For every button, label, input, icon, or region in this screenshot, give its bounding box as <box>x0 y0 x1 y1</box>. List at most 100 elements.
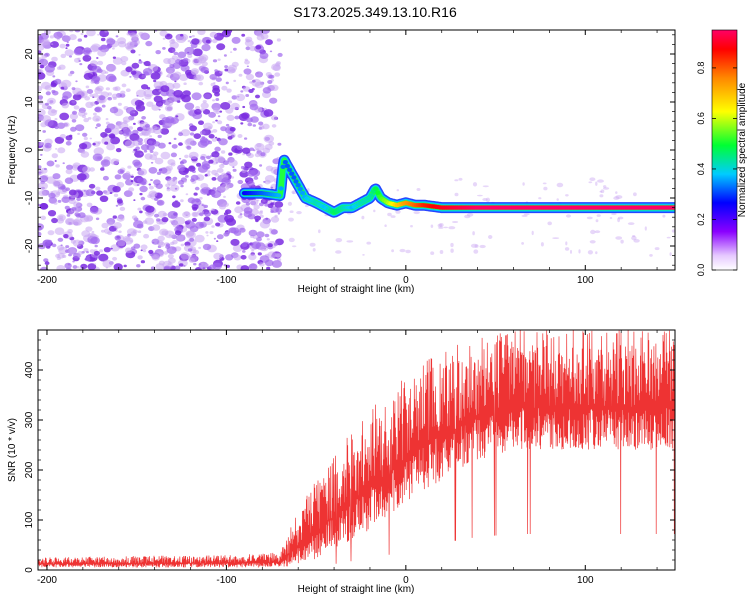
noise-speckle <box>65 168 73 175</box>
ridge-point <box>287 167 293 172</box>
faint-speckle <box>387 212 392 217</box>
noise-speckle <box>158 108 161 111</box>
noise-speckle <box>174 265 181 270</box>
noise-speckle <box>275 252 282 258</box>
noise-speckle <box>170 184 180 192</box>
noise-speckle <box>64 262 72 269</box>
noise-speckle <box>106 64 117 73</box>
noise-speckle <box>269 50 273 53</box>
noise-speckle <box>203 204 208 209</box>
ridge-point <box>276 193 282 198</box>
spectrogram-y-ticks: -20 -10 0 10 20 <box>24 34 675 266</box>
noise-speckle <box>185 193 189 196</box>
noise-speckle <box>180 243 185 247</box>
noise-speckle <box>199 137 208 144</box>
noise-speckle <box>120 56 129 62</box>
noise-speckle <box>162 47 166 50</box>
noise-speckle <box>51 243 57 248</box>
faint-speckle <box>615 191 618 194</box>
y-tick-label: -20 <box>24 238 35 253</box>
colorbar-tick-label: 0.8 <box>696 62 706 75</box>
noise-speckle <box>170 241 175 246</box>
noise-speckle <box>145 205 155 213</box>
noise-speckle <box>189 35 192 38</box>
noise-speckle <box>109 106 119 114</box>
noise-speckle <box>96 68 103 74</box>
faint-speckle <box>523 213 530 216</box>
noise-speckle <box>64 205 70 210</box>
faint-speckle <box>633 192 637 197</box>
noise-speckle <box>225 218 237 226</box>
noise-speckle <box>53 202 58 205</box>
faint-speckle <box>454 179 459 182</box>
noise-speckle <box>57 199 62 203</box>
faint-speckle <box>477 194 483 197</box>
faint-speckle <box>437 223 443 228</box>
noise-speckle <box>58 64 66 70</box>
ridge-point <box>289 171 295 176</box>
noise-speckle <box>116 215 125 222</box>
noise-speckle <box>191 92 202 101</box>
noise-speckle <box>221 177 231 185</box>
noise-speckle <box>95 126 98 129</box>
noise-speckle <box>65 245 70 249</box>
noise-speckle <box>92 142 96 146</box>
noise-speckle <box>107 96 113 101</box>
faint-speckle <box>620 239 624 244</box>
noise-speckle <box>269 97 278 104</box>
noise-speckle <box>67 210 74 215</box>
noise-speckle <box>85 85 90 89</box>
noise-speckle <box>108 133 116 139</box>
noise-speckle <box>212 129 218 133</box>
noise-speckle <box>177 180 185 185</box>
colorbar-tick-label: 0.2 <box>696 213 706 226</box>
noise-speckle <box>212 107 220 113</box>
ridge-point <box>284 163 290 169</box>
noise-speckle <box>149 150 154 153</box>
noise-speckle <box>106 143 115 151</box>
faint-speckle <box>654 247 660 251</box>
noise-speckle <box>138 54 141 56</box>
noise-speckle <box>68 198 76 205</box>
noise-speckle <box>143 233 150 239</box>
noise-speckle <box>220 183 230 191</box>
noise-speckle <box>214 69 218 73</box>
noise-speckle <box>140 260 145 264</box>
faint-speckle <box>590 229 596 235</box>
noise-speckle <box>57 147 66 154</box>
noise-speckle <box>51 56 58 62</box>
noise-speckle <box>66 214 71 217</box>
faint-speckle <box>450 248 454 253</box>
noise-speckle <box>173 137 177 140</box>
noise-speckle <box>175 115 179 118</box>
x-tick-label: 0 <box>403 275 409 286</box>
noise-speckle <box>171 201 181 208</box>
noise-speckle <box>225 123 230 127</box>
colorbar-label: Normalized spectral amplitude <box>737 82 748 217</box>
noise-speckle <box>232 244 243 252</box>
noise-speckle <box>133 122 136 125</box>
noise-speckle <box>231 61 239 68</box>
faint-speckle <box>410 225 413 228</box>
faint-speckle <box>448 226 456 230</box>
noise-speckle <box>105 73 116 82</box>
noise-speckle <box>167 253 174 259</box>
noise-speckle <box>97 49 107 57</box>
colorbar-ticks: 0.0 0.2 0.4 0.6 0.8 <box>696 62 737 276</box>
snr-x-label: Height of straight line (km) <box>298 584 415 595</box>
noise-speckle <box>180 184 184 188</box>
noise-speckle <box>61 196 70 203</box>
noise-speckle <box>181 234 186 238</box>
noise-speckle <box>112 86 119 91</box>
noise-speckle <box>211 169 218 175</box>
noise-speckle <box>241 112 250 119</box>
noise-speckle <box>212 187 217 191</box>
noise-speckle <box>223 263 227 267</box>
noise-speckle <box>125 66 133 73</box>
noise-speckle <box>89 167 95 172</box>
noise-speckle <box>71 100 76 104</box>
noise-speckle <box>173 90 184 98</box>
noise-speckle <box>137 255 143 260</box>
faint-speckle <box>335 250 342 254</box>
noise-speckle <box>110 158 119 165</box>
